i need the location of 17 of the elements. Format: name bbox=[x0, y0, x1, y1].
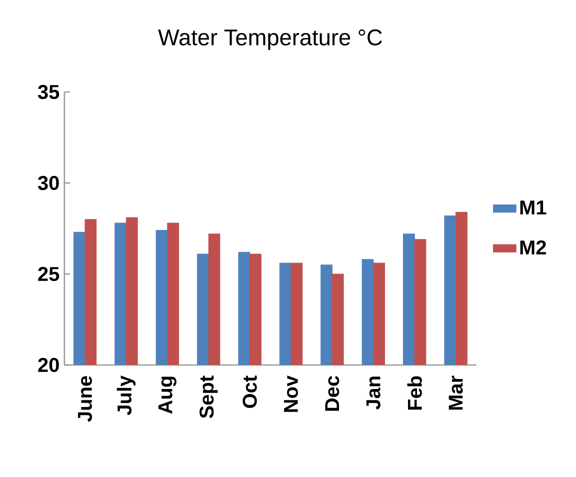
x-tick-label: Feb bbox=[407, 376, 422, 410]
y-tick-label: 20 bbox=[38, 358, 59, 372]
y-tick-label: 35 bbox=[38, 84, 60, 100]
y-tick-label: 30 bbox=[38, 176, 59, 190]
x-tick-label: Sept bbox=[200, 376, 218, 418]
x-tick-label: Nov bbox=[284, 375, 298, 412]
x-tick-label: June bbox=[78, 376, 92, 422]
legend-label: M1 bbox=[520, 200, 546, 214]
y-tick-label: 25 bbox=[38, 266, 60, 282]
legend-label: M2 bbox=[520, 240, 546, 254]
x-tick-label: Aug bbox=[158, 376, 176, 414]
x-tick-label: Dec bbox=[325, 376, 340, 411]
chart-title: Water Temperature °C bbox=[158, 29, 382, 50]
x-tick-label: Jan bbox=[366, 376, 380, 410]
x-tick-label: Mar bbox=[448, 376, 463, 410]
x-tick-label: Oct bbox=[242, 376, 257, 408]
x-tick-label: July bbox=[116, 375, 136, 416]
